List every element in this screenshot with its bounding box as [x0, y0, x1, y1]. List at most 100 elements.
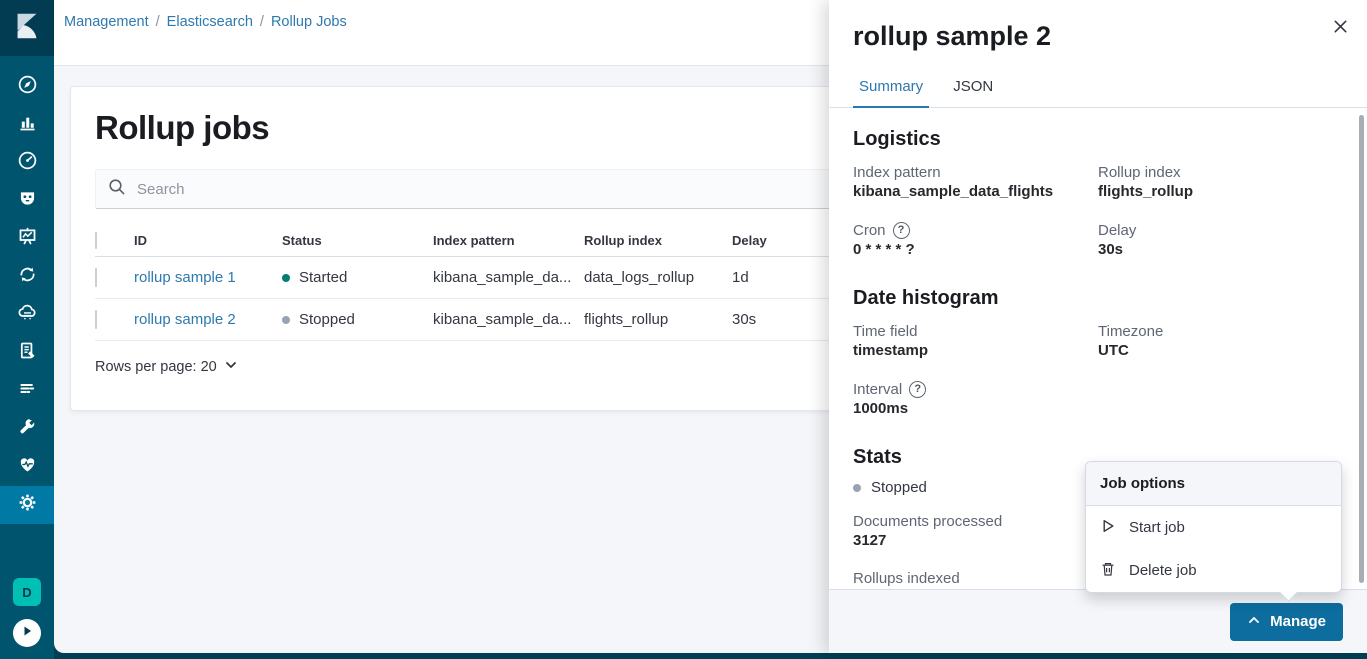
column-header-status: Status	[282, 233, 322, 248]
status-text: Started	[299, 269, 348, 286]
cell-index-pattern: kibana_sample_da...	[433, 269, 572, 286]
start-job-label: Start job	[1129, 519, 1185, 536]
sync-gears-icon	[17, 264, 38, 290]
nav-item-4[interactable]	[0, 182, 54, 220]
select-all-checkbox[interactable]	[95, 232, 97, 249]
field: Rollup index flights_rollup	[1098, 161, 1343, 205]
column-header-index-pattern: Index pattern	[433, 233, 515, 248]
nav-item-6[interactable]	[0, 258, 54, 296]
mask-icon	[17, 188, 38, 214]
nav-item-5[interactable]	[0, 220, 54, 258]
nav-item-3[interactable]	[0, 144, 54, 182]
field-value: 1000ms	[853, 400, 909, 417]
field: Timezone UTC	[1098, 320, 1343, 364]
breadcrumb-rollup-jobs[interactable]: Rollup Jobs	[270, 14, 347, 30]
manage-button[interactable]: Manage	[1230, 602, 1343, 641]
chart-board-icon	[17, 226, 38, 252]
flyout-footer: Manage	[829, 589, 1367, 653]
main-content: Management / Elasticsearch / Rollup Jobs…	[54, 0, 1367, 653]
nav-item-1[interactable]	[0, 68, 54, 106]
page-title: Rollup jobs	[95, 109, 270, 146]
nav-item-8[interactable]	[0, 334, 54, 372]
field-value: timestamp	[853, 342, 929, 359]
breadcrumb-elasticsearch[interactable]: Elasticsearch	[166, 14, 253, 30]
manage-button-label: Manage	[1270, 613, 1326, 630]
field: Interval? 1000ms	[853, 378, 1098, 422]
space-badge[interactable]: D	[13, 578, 41, 606]
compass-icon	[17, 74, 38, 100]
cell-rollup-index: data_logs_rollup	[584, 269, 695, 286]
row-checkbox[interactable]	[95, 310, 97, 329]
stats-status: Stopped	[853, 479, 1343, 496]
tab-json[interactable]: JSON	[953, 78, 994, 95]
play-circle-icon	[21, 624, 33, 642]
field: Index pattern kibana_sample_data_flights	[853, 161, 1098, 205]
field-label: Rollup index	[1098, 163, 1181, 181]
job-link[interactable]: rollup sample 1	[134, 269, 236, 286]
column-header-id: ID	[134, 233, 147, 248]
rows-per-page-control[interactable]: Rows per page: 20	[95, 358, 238, 376]
close-icon[interactable]	[1333, 19, 1348, 39]
job-link[interactable]: rollup sample 2	[134, 311, 236, 328]
play-icon	[1100, 518, 1116, 538]
expand-nav-button[interactable]	[13, 619, 41, 647]
cloud-server-icon	[17, 302, 38, 328]
section-title-date-histogram: Date histogram	[853, 287, 999, 309]
nav-item-management[interactable]	[0, 486, 54, 524]
field-value: flights_rollup	[1098, 183, 1193, 200]
field: Rollups indexed	[853, 567, 1343, 589]
breadcrumb-management[interactable]: Management	[64, 14, 149, 30]
cell-rollup-index: flights_rollup	[584, 311, 669, 328]
kibana-logo[interactable]	[0, 0, 54, 56]
tab-summary[interactable]: Summary	[853, 68, 930, 108]
flyout-scrollbar[interactable]	[1359, 115, 1364, 583]
status-dot-stopped	[853, 483, 861, 492]
table-row: rollup sample 2 Stopped kibana_sample_da…	[95, 299, 1288, 341]
app-nav	[0, 68, 54, 524]
heartbeat-icon	[17, 454, 38, 480]
popup-title: Job options	[1086, 462, 1341, 506]
field: Documents processed 3127	[853, 510, 1343, 554]
help-icon[interactable]: ?	[892, 221, 910, 239]
breadcrumb-separator: /	[259, 14, 264, 30]
field-label: Delay	[1098, 221, 1137, 239]
gauge-icon	[17, 150, 38, 176]
status-text: Stopped	[299, 311, 355, 328]
nav-item-9[interactable]	[0, 372, 54, 410]
chevron-down-icon	[224, 358, 238, 376]
field-label: Rollups indexed	[853, 569, 960, 587]
cell-index-pattern: kibana_sample_da...	[433, 311, 572, 328]
status-dot-started	[282, 273, 290, 282]
section-title-logistics: Logistics	[853, 128, 941, 150]
nav-item-10[interactable]	[0, 410, 54, 448]
field: Delay 30s	[1098, 219, 1343, 263]
field-value: 3127	[853, 532, 887, 549]
table-row: rollup sample 1 Started kibana_sample_da…	[95, 257, 1288, 299]
breadcrumb: Management / Elasticsearch / Rollup Jobs	[64, 14, 1367, 30]
nav-item-11[interactable]	[0, 448, 54, 486]
start-job-menu-item[interactable]: Start job	[1086, 506, 1341, 549]
help-icon[interactable]: ?	[909, 380, 927, 398]
field-label: Index pattern	[853, 163, 941, 181]
chevron-up-icon	[1247, 613, 1261, 631]
flyout-tabs: Summary JSON	[829, 68, 1367, 108]
row-checkbox[interactable]	[95, 268, 97, 287]
nav-item-7[interactable]	[0, 296, 54, 334]
logistics-fields: Index pattern kibana_sample_data_flights…	[853, 161, 1343, 263]
breadcrumb-separator: /	[155, 14, 160, 30]
column-header-rollup-index: Rollup index	[584, 233, 662, 248]
field-value: 0 * * * * ?	[853, 241, 915, 258]
field-label: Time field	[853, 322, 918, 340]
bar-chart-icon	[17, 112, 38, 138]
nav-item-2[interactable]	[0, 106, 54, 144]
field-label: Timezone	[1098, 322, 1164, 340]
field-label: Cron	[853, 221, 886, 239]
delete-job-menu-item[interactable]: Delete job	[1086, 549, 1341, 592]
job-options-popup: Job options Start job Delete job	[1085, 461, 1342, 602]
gear-icon	[17, 492, 38, 518]
trash-icon	[1100, 561, 1116, 581]
cell-delay: 1d	[732, 269, 749, 286]
field-label: Interval	[853, 380, 903, 398]
search-icon	[108, 178, 126, 201]
section-title-stats: Stats	[853, 446, 902, 468]
